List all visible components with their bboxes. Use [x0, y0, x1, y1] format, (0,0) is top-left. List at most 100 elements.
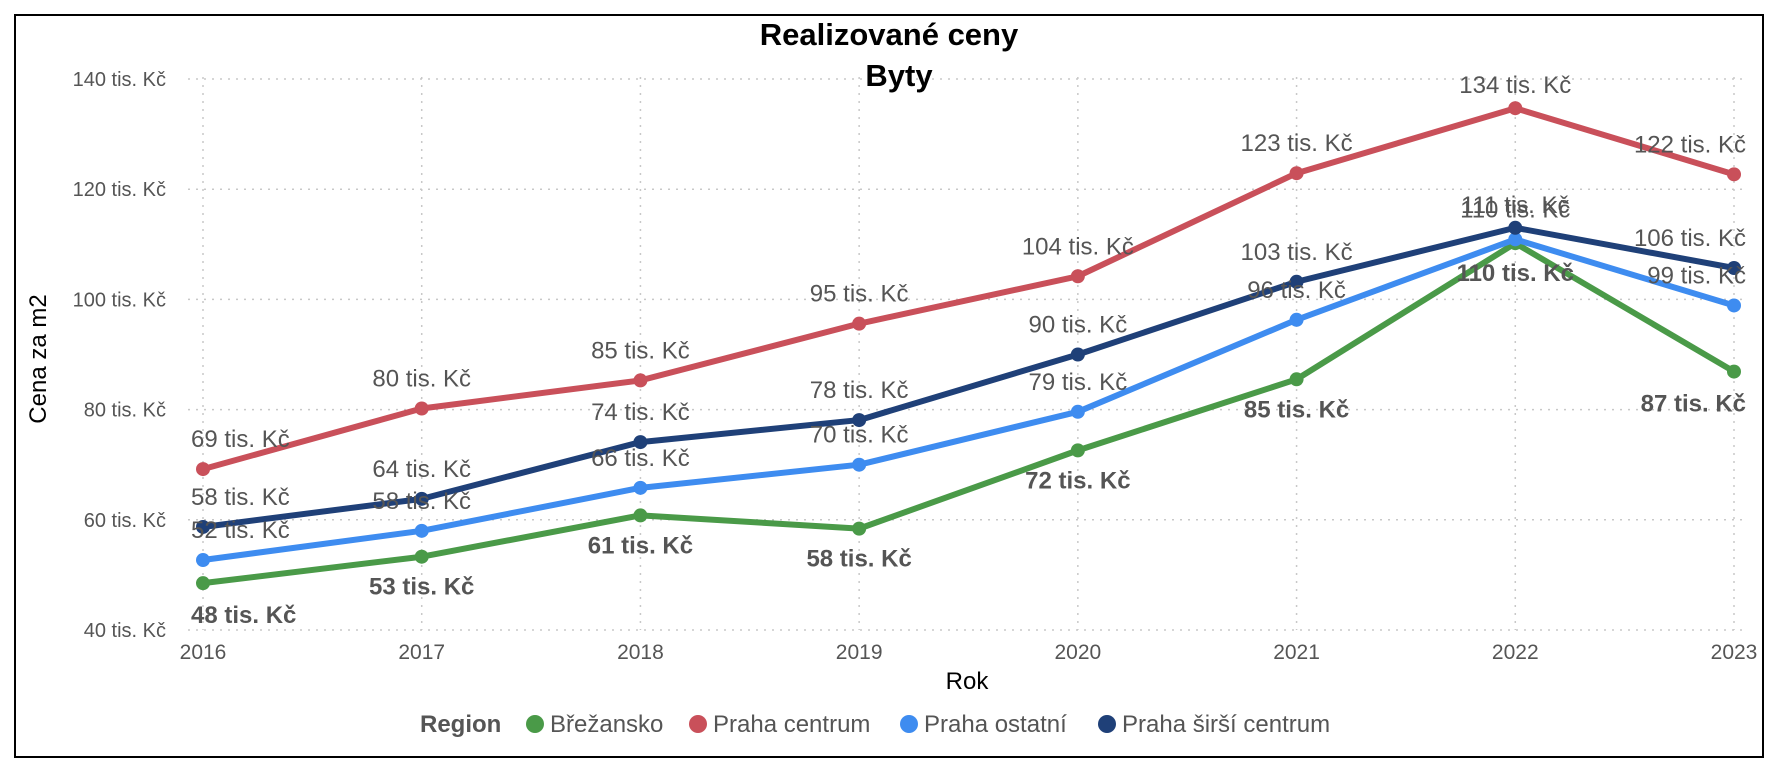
series-line [200, 105, 1737, 473]
data-label: 64 tis. Kč [372, 456, 471, 483]
y-tick-label: 120 tis. Kč [73, 179, 166, 201]
data-point [633, 435, 648, 450]
data-point [196, 576, 210, 591]
data-label: 96 tis. Kč [1247, 277, 1346, 304]
data-label: 111 tis. Kč [1461, 192, 1570, 219]
data-point [633, 480, 648, 495]
data-label: 79 tis. Kč [1028, 369, 1127, 396]
data-point [414, 401, 429, 416]
data-label: 70 tis. Kč [810, 422, 909, 449]
data-point [1289, 166, 1304, 181]
data-label: 61 tis. Kč [588, 532, 693, 559]
data-label: 52 tis. Kč [191, 517, 290, 544]
data-point [414, 491, 429, 506]
data-point [196, 462, 210, 477]
data-point [1289, 372, 1304, 387]
data-label: 110 tis. Kč [1457, 260, 1574, 287]
legend-entry-label: Břežansko [550, 711, 663, 738]
series-line [200, 224, 1737, 530]
y-axis-label: Cena za m2 [25, 294, 52, 423]
data-label-layer: 48 tis. Kč 53 tis. Kč 61 tis. Kč 58 tis. Kč… [191, 72, 1746, 629]
y-tick-label: 80 tis. Kč [84, 400, 166, 422]
data-label: 90 tis. Kč [1028, 312, 1127, 339]
axis-layer: 40 tis. Kč 60 tis. Kč 80 tis. Kč 100 tis. K… [73, 69, 1758, 664]
data-label: 95 tis. Kč [810, 281, 909, 308]
data-label: 87 tis. Kč [1641, 391, 1746, 418]
legend-entry-label: Praha centrum [713, 711, 870, 738]
data-label: 110 tis. Kč [1460, 196, 1570, 223]
data-point [852, 316, 867, 331]
data-label: 72 tis. Kč [1025, 467, 1130, 494]
x-tick-label: 2017 [398, 641, 445, 664]
data-label: 66 tis. Kč [591, 445, 690, 472]
y-tick-label: 140 tis. Kč [73, 69, 166, 91]
data-label: 99 tis. Kč [1647, 262, 1746, 289]
legend-marker [526, 715, 544, 733]
data-point [852, 413, 867, 428]
legend-entry-label: Praha širší centrum [1122, 711, 1330, 738]
data-point [633, 508, 648, 523]
data-label: 58 tis. Kč [372, 488, 471, 515]
x-tick-label: 2023 [1711, 641, 1758, 664]
data-label: 48 tis. Kč [191, 602, 296, 629]
data-point [1508, 101, 1523, 116]
x-tick-label: 2019 [836, 641, 883, 664]
data-point [633, 373, 648, 388]
data-label: 123 tis. Kč [1241, 130, 1353, 157]
data-label: 58 tis. Kč [806, 546, 911, 573]
legend-entry-label: Praha ostatní [924, 711, 1067, 738]
data-point [852, 457, 867, 472]
legend-marker [900, 715, 918, 733]
x-tick-label: 2018 [617, 641, 664, 664]
data-label: 106 tis. Kč [1634, 225, 1746, 252]
data-point [414, 549, 429, 564]
legend-marker [1098, 715, 1116, 733]
data-label: 122 tis. Kč [1634, 131, 1746, 158]
data-point [1727, 260, 1741, 275]
x-tick-label: 2016 [180, 641, 227, 664]
data-point [414, 523, 429, 538]
x-tick-label: 2020 [1054, 641, 1101, 664]
data-point [852, 521, 867, 536]
y-tick-label: 40 tis. Kč [84, 620, 166, 642]
data-label: 58 tis. Kč [191, 484, 290, 511]
data-label: 103 tis. Kč [1241, 239, 1353, 266]
chart-frame [14, 14, 1764, 758]
data-point [196, 553, 210, 568]
data-point [196, 519, 210, 534]
data-point [1508, 220, 1523, 235]
chart-subtitle: Byty [865, 58, 933, 93]
x-axis-label: Rok [946, 668, 990, 695]
data-label: 104 tis. Kč [1022, 233, 1134, 260]
series-line [200, 236, 1737, 564]
data-point [1070, 404, 1085, 419]
data-label: 85 tis. Kč [1244, 396, 1349, 423]
y-tick-label: 100 tis. Kč [73, 289, 166, 311]
x-tick-label: 2022 [1492, 641, 1539, 664]
data-point [1727, 167, 1741, 182]
data-point [1289, 312, 1304, 327]
grid-layer [188, 77, 1745, 631]
data-point [1727, 298, 1741, 313]
legend-title: Region [420, 711, 501, 738]
series-line [200, 240, 1737, 587]
series-layer [196, 101, 1741, 591]
data-label: 74 tis. Kč [591, 399, 690, 426]
data-label: 69 tis. Kč [191, 426, 290, 453]
data-point [1727, 364, 1741, 379]
data-point [1070, 443, 1085, 458]
data-point [1070, 347, 1085, 362]
x-tick-label: 2021 [1273, 641, 1320, 664]
data-label: 78 tis. Kč [810, 377, 909, 404]
data-point [1070, 269, 1085, 284]
y-tick-label: 60 tis. Kč [84, 510, 166, 532]
legend: Region Břežansko Praha centrum Praha ostat… [420, 711, 1330, 738]
data-label: 134 tis. Kč [1459, 72, 1571, 99]
chart-title: Realizované ceny [760, 17, 1019, 52]
data-point [1508, 232, 1523, 247]
data-label: 80 tis. Kč [372, 365, 471, 392]
data-label: 53 tis. Kč [369, 574, 474, 601]
data-label: 85 tis. Kč [591, 337, 690, 364]
